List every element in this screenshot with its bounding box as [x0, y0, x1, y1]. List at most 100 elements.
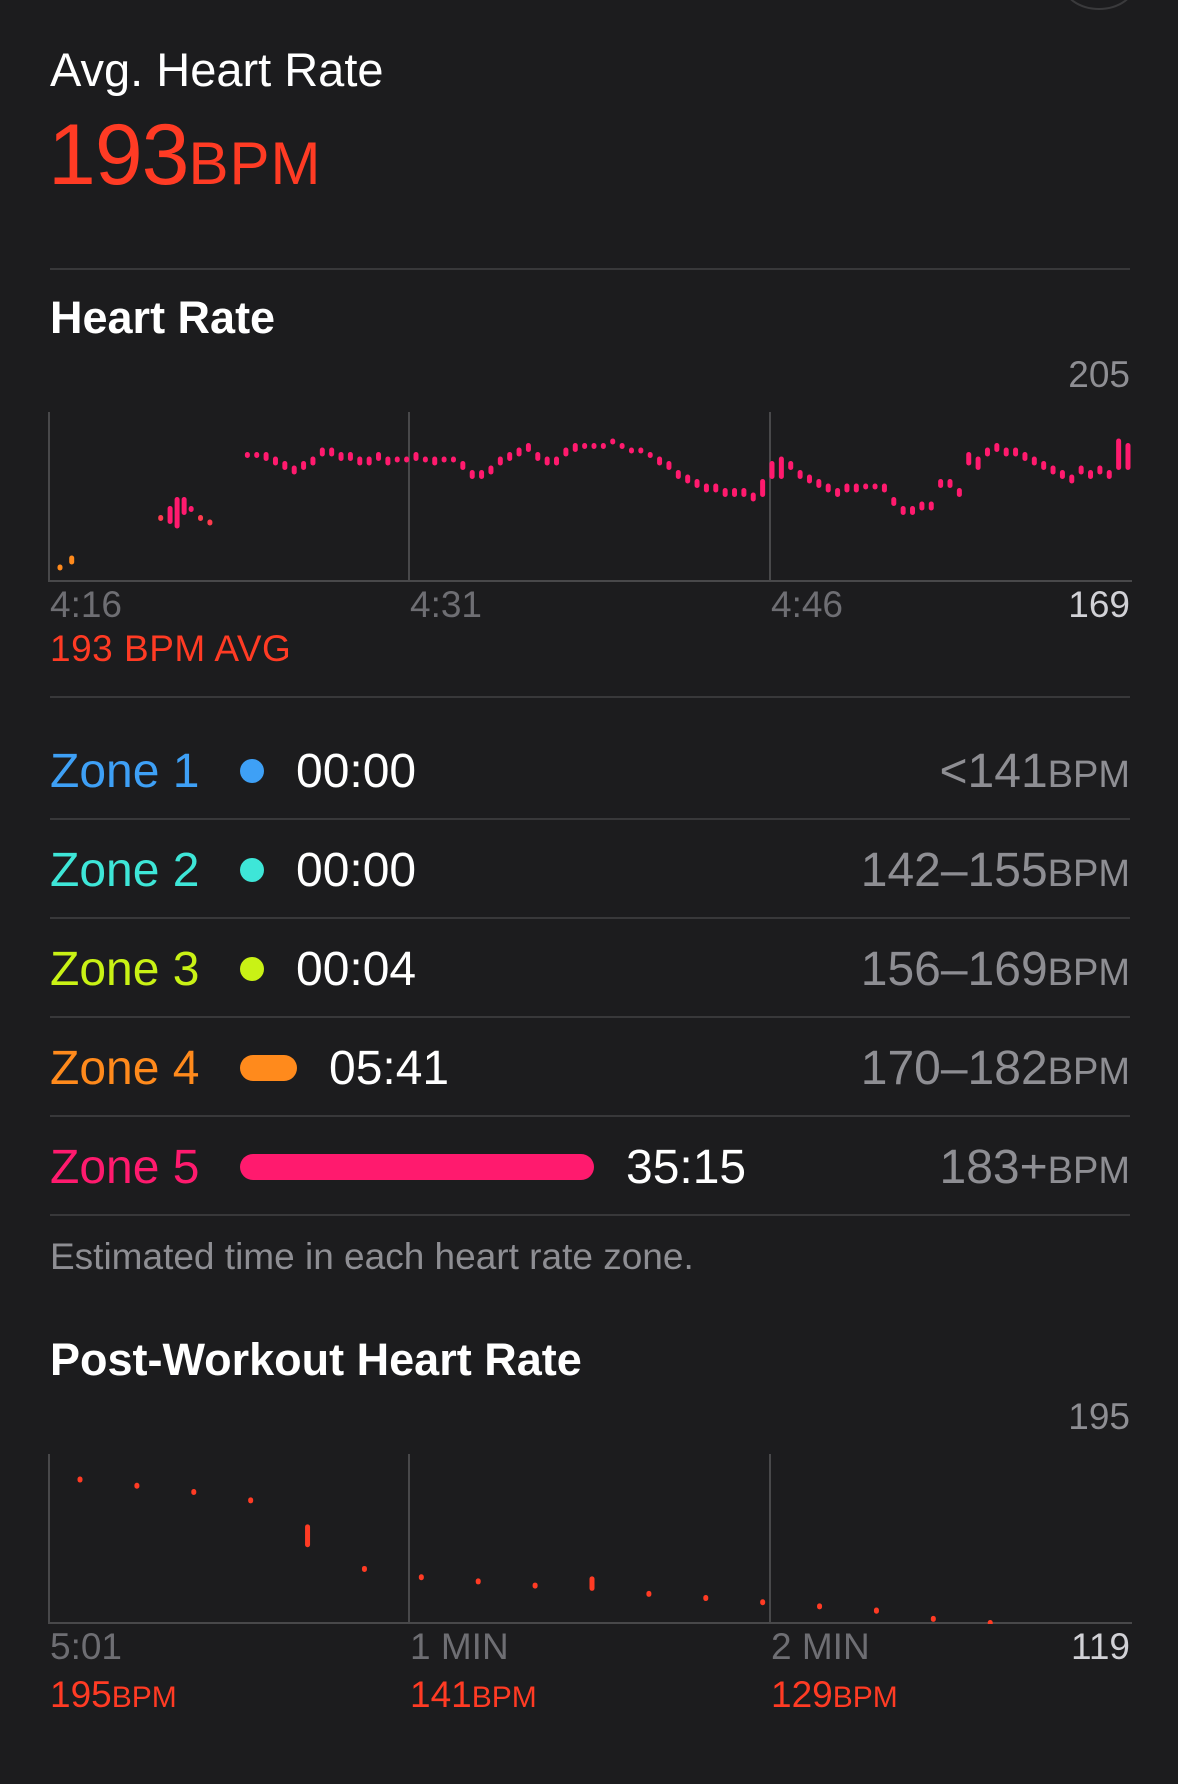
heart-rate-bar — [244, 452, 250, 458]
heart-rate-bar — [666, 461, 672, 470]
post-workout-point — [475, 1578, 481, 1585]
zone-time-bar — [240, 759, 264, 783]
zone-divider — [50, 1115, 1130, 1117]
zone-divider — [50, 818, 1130, 820]
post-workout-point — [930, 1615, 936, 1622]
heart-rate-bar — [1116, 438, 1122, 470]
heart-rate-bar — [1022, 452, 1028, 461]
heart-rate-bar — [741, 488, 747, 497]
heart-rate-bar — [938, 479, 944, 488]
heart-rate-bar — [1003, 447, 1009, 457]
heart-rate-bar — [713, 483, 719, 493]
post-workout-point — [817, 1603, 823, 1610]
heart-rate-x-tick: 4:46 — [771, 584, 844, 625]
zone-row-4: Zone 4 05:41 170–182BPM — [50, 1019, 1130, 1117]
heart-rate-bar — [760, 479, 766, 497]
heart-rate-bar — [254, 452, 260, 458]
heart-rate-bar — [525, 443, 531, 452]
post-workout-point — [361, 1565, 367, 1572]
post-workout-x-tick: 5:01 — [50, 1626, 123, 1667]
heart-rate-bar — [441, 456, 447, 463]
post-workout-point — [703, 1595, 709, 1602]
post-workout-point — [532, 1582, 538, 1589]
heart-rate-bar — [188, 506, 194, 512]
heart-rate-bar — [404, 456, 410, 463]
post-workout-chart[interactable] — [48, 1454, 1132, 1624]
post-workout-bpm-1: 141BPM — [410, 1674, 537, 1716]
heart-rate-bar — [703, 483, 709, 493]
heart-rate-bar — [675, 470, 681, 479]
post-workout-point — [418, 1574, 424, 1581]
heart-rate-bar — [554, 456, 560, 466]
heart-rate-bar — [806, 474, 812, 484]
heart-rate-bar — [1013, 447, 1019, 457]
heart-rate-bar — [1088, 470, 1094, 479]
heart-rate-bar — [469, 470, 475, 479]
post-workout-point — [646, 1590, 652, 1597]
heart-rate-bar — [507, 452, 513, 461]
post-workout-bpm-value: 129 — [771, 1674, 833, 1715]
heart-rate-bar — [778, 456, 784, 479]
heart-rate-bar — [994, 443, 1000, 452]
post-workout-point — [248, 1497, 254, 1504]
post-workout-point — [305, 1524, 311, 1548]
heart-rate-bar — [685, 474, 691, 484]
heart-rate-bar — [544, 456, 550, 466]
heart-rate-bar — [853, 483, 859, 493]
post-workout-ymin-label: 119 — [1071, 1626, 1130, 1667]
post-workout-bpm-2: 129BPM — [771, 1674, 898, 1716]
heart-rate-bar — [69, 555, 75, 565]
heart-rate-bar — [966, 452, 972, 466]
zone-time-bar — [240, 1055, 297, 1081]
post-workout-point — [873, 1607, 879, 1614]
post-workout-point — [589, 1576, 595, 1591]
heart-rate-bar — [291, 465, 297, 475]
heart-rate-bar — [347, 452, 353, 461]
post-workout-section-title: Post-Workout Heart Rate — [50, 1334, 582, 1385]
heart-rate-bar — [282, 461, 288, 470]
heart-rate-bar — [600, 443, 606, 449]
heart-rate-section-title: Heart Rate — [50, 292, 276, 343]
heart-rate-bar — [750, 492, 756, 502]
zone-range-unit: BPM — [1047, 754, 1130, 796]
heart-rate-ymax-label: 205 — [1068, 354, 1130, 395]
zone-row-1: Zone 1 00:00 <141BPM — [50, 722, 1130, 820]
avg-heart-rate-title: Avg. Heart Rate — [50, 43, 384, 96]
post-workout-bpm-unit: BPM — [471, 1681, 537, 1714]
zone-range-value: <141 — [939, 745, 1048, 798]
avg-heart-rate-unit: BPM — [188, 130, 322, 197]
heart-rate-bar — [928, 501, 934, 511]
heart-rate-x-tick: 4:16 — [50, 584, 123, 625]
heart-rate-bar — [376, 452, 382, 461]
heart-rate-bar — [1097, 465, 1103, 475]
zone-row-2: Zone 2 00:00 142–155BPM — [50, 821, 1130, 919]
heart-rate-bar — [181, 497, 187, 515]
post-workout-x-tick: 2 MIN — [771, 1626, 870, 1667]
heart-rate-bar — [167, 506, 173, 524]
heart-rate-bar — [516, 447, 522, 457]
heart-rate-bar — [816, 479, 822, 488]
heart-rate-bar — [891, 497, 897, 506]
post-workout-bpm-unit: BPM — [111, 1681, 177, 1714]
post-workout-point — [191, 1489, 197, 1496]
zone-name: Zone 3 — [50, 943, 200, 996]
zone-range-unit: BPM — [1047, 853, 1130, 895]
zone-divider — [50, 1016, 1130, 1018]
post-workout-bpm-0: 195BPM — [50, 1674, 177, 1716]
post-workout-point — [77, 1476, 83, 1483]
heart-rate-bar — [910, 506, 916, 515]
avg-heart-rate-number: 193 — [48, 107, 189, 203]
post-workout-x-tick: 1 MIN — [410, 1626, 509, 1667]
heart-rate-bar — [844, 483, 850, 493]
heart-rate-bar — [310, 456, 316, 466]
share-button[interactable] — [1062, 0, 1136, 10]
heart-rate-chart[interactable] — [48, 412, 1132, 582]
zone-name: Zone 4 — [50, 1042, 200, 1095]
zone-divider — [50, 1214, 1130, 1216]
heart-rate-bar — [647, 452, 653, 458]
heart-rate-bar — [1050, 465, 1056, 475]
post-workout-point — [987, 1620, 993, 1624]
heart-rate-bar — [881, 483, 887, 493]
post-workout-point — [134, 1482, 140, 1489]
heart-rate-bar — [413, 452, 419, 461]
